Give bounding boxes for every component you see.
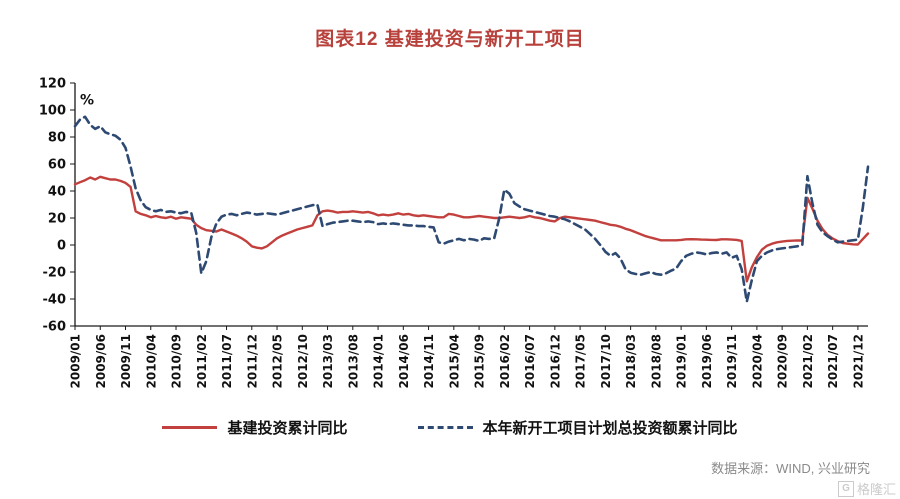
x-axis-label: 2011/02 (195, 334, 209, 388)
y-axis-label: 20 (48, 212, 66, 227)
x-axis-label: 2012/10 (296, 334, 310, 388)
y-axis-label: 120 (39, 77, 66, 92)
x-axis-label: 2009/11 (119, 334, 133, 388)
x-axis-label: 2020/09 (776, 334, 790, 388)
x-axis-label: 2019/06 (700, 334, 714, 388)
y-axis-label: 0 (57, 239, 66, 254)
x-axis-label: 2011/07 (220, 334, 234, 388)
x-axis-label: 2018/08 (649, 334, 663, 388)
series-line-1 (73, 115, 870, 303)
y-axis-label: 60 (48, 158, 66, 173)
x-axis-label: 2021/07 (826, 334, 840, 388)
legend-item-new-projects: 本年新开工项目计划总投资额累计同比 (417, 417, 738, 438)
watermark-icon: G (837, 480, 854, 497)
y-axis-label: 40 (48, 185, 66, 200)
x-axis-label: 2016/07 (523, 334, 537, 388)
x-axis-label: 2011/12 (245, 334, 259, 388)
legend: 基建投资累计同比 本年新开工项目计划总投资额累计同比 (0, 417, 900, 438)
page-title: 图表12 基建投资与新开工项目 (315, 29, 585, 50)
x-axis-label: 2016/02 (498, 334, 512, 388)
x-axis-label: 2009/01 (69, 334, 83, 388)
x-axis-label: 2020/04 (750, 334, 764, 388)
x-axis-label: 2015/09 (473, 334, 487, 388)
x-axis-label: 2019/11 (725, 334, 739, 388)
x-axis-label: 2010/04 (144, 334, 158, 388)
legend-label-new-projects: 本年新开工项目计划总投资额累计同比 (482, 420, 738, 437)
x-axis-label: 2010/09 (170, 334, 184, 388)
legend-item-infra-investment: 基建投资累计同比 (162, 417, 348, 438)
y-axis-label: -20 (43, 266, 67, 281)
watermark-text: 格隆汇 (856, 482, 896, 497)
x-axis-label: 2019/01 (675, 334, 689, 388)
x-axis-label: 2016/12 (548, 334, 562, 388)
x-axis-label: 2012/05 (271, 334, 285, 388)
y-axis-unit-label: % (80, 93, 94, 109)
y-axis-label: -60 (43, 320, 67, 335)
x-axis-label: 2021/02 (801, 334, 815, 388)
series-line-0 (73, 175, 870, 283)
x-axis-label: 2014/06 (397, 334, 411, 388)
x-axis-label: 2018/03 (624, 334, 638, 388)
watermark-logo: G 格隆汇 (837, 479, 896, 498)
x-axis-label: 2014/11 (422, 334, 436, 388)
y-axis-label: 80 (48, 131, 66, 146)
solid-line-swatch (162, 426, 218, 429)
x-axis-label: 2013/03 (321, 334, 335, 388)
y-axis-label: 100 (39, 104, 66, 119)
x-axis-label: 2009/06 (94, 334, 108, 388)
x-axis-label: 2014/01 (372, 334, 386, 388)
x-axis-label: 2017/10 (599, 334, 613, 388)
x-axis-label: 2013/08 (346, 334, 360, 388)
x-axis-label: 2017/05 (574, 334, 588, 388)
x-axis-label: 2015/04 (447, 334, 461, 388)
dashed-line-swatch (417, 426, 473, 429)
y-axis-label: -40 (43, 293, 67, 308)
source-note: 数据来源：WIND, 兴业研究 (711, 461, 870, 476)
legend-label-infra-investment: 基建投资累计同比 (227, 420, 348, 437)
x-axis-label: 2021/12 (851, 334, 865, 388)
